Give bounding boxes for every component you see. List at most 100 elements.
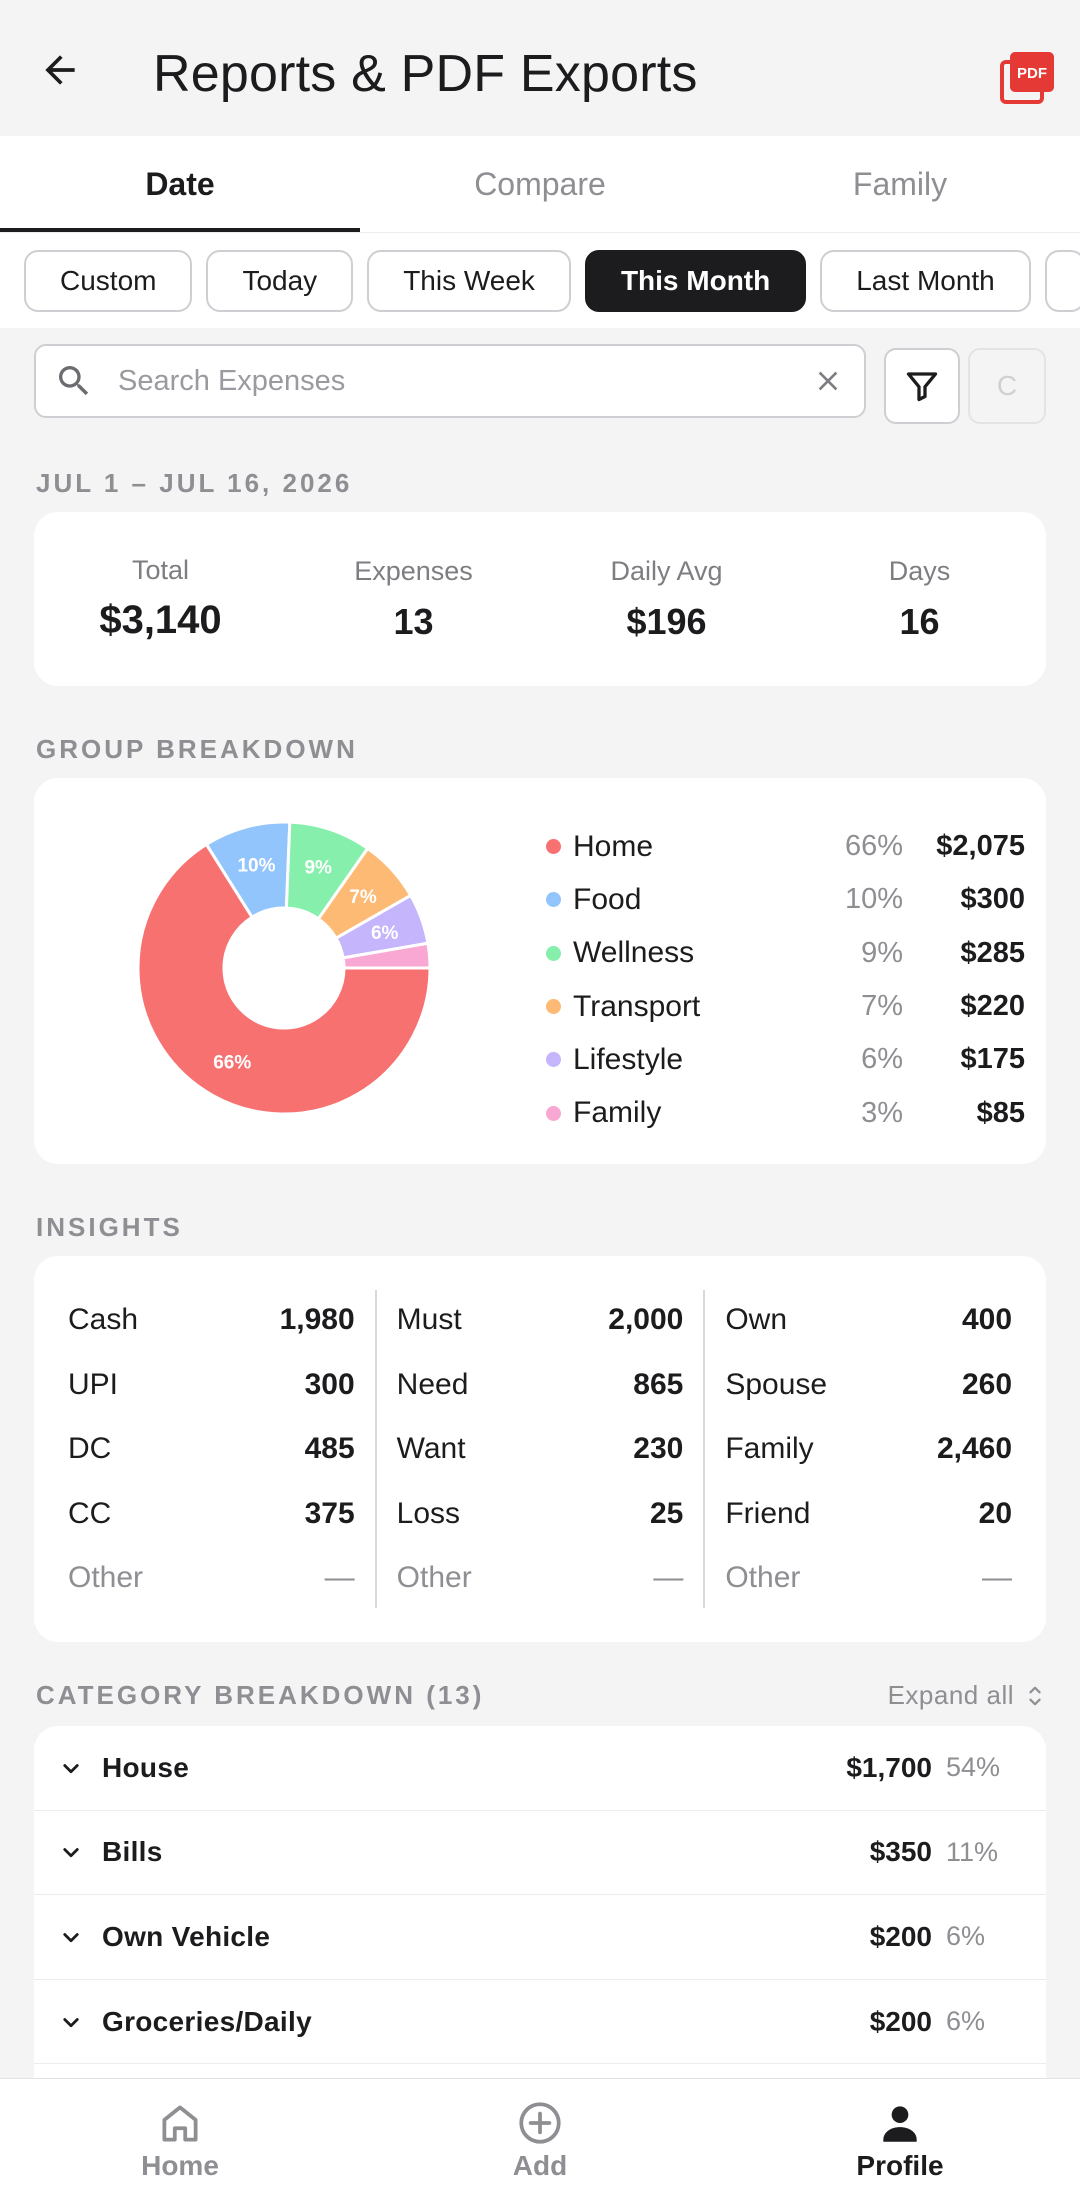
insight-row: Loss 25 [397,1484,684,1544]
nav-home-label: Home [141,2149,219,2181]
insights-card: Cash 1,980 UPI 300 DC 485 CC 375 Other — Must 2,000… [34,1256,1046,1642]
tab-compare[interactable]: Compare [474,165,606,202]
c-button[interactable]: C [968,348,1046,424]
pdf-export-button[interactable]: PDF [1000,50,1056,104]
back-button[interactable] [34,44,86,96]
category-row[interactable]: Groceries/Daily $200 6% [34,1980,1046,2065]
insight-row: Want 230 [397,1419,684,1479]
category-name: Own Vehicle [102,1920,271,1952]
category-amount: $200 [869,1920,932,1952]
legend-dot [546,945,561,961]
stat-expenses-value: 13 [393,600,434,642]
category-name: House [102,1751,190,1783]
insight-label: Loss [396,1496,461,1530]
legend-amount: $85 [976,1096,1025,1129]
nav-profile[interactable]: Profile [720,2079,1080,2200]
insight-row: Other — [397,1548,684,1608]
pie-slice-family [341,941,432,970]
insight-row: Need 865 [397,1355,684,1415]
insight-value: 400 [961,1303,1013,1336]
category-row[interactable]: Own Vehicle $200 6% [34,1895,1046,1980]
chip-custom[interactable]: Custom [24,249,193,312]
legend-amount: $220 [960,990,1025,1023]
stat-days: Days 16 [793,512,1046,686]
insight-label: Family [725,1432,814,1465]
insight-row: Family 2,460 [725,1419,1012,1479]
chip-overflow[interactable] [1044,249,1080,312]
stat-total-value: $3,140 [99,598,222,642]
stat-total-label: Total [131,555,190,585]
category-percent: 54% [946,1752,1001,1783]
category-percent: 6% [946,2006,986,2037]
category-amount: $1,700 [846,1751,932,1783]
insight-label: Other [725,1561,801,1594]
nav-home[interactable]: Home [0,2079,360,2200]
chip-today[interactable]: Today [206,249,354,312]
legend-percent: 10% [844,883,903,916]
legend-dot [546,892,561,908]
legend-item: Home 66% $2,075 [546,820,1046,873]
legend-dot [546,1052,561,1068]
group-breakdown-card: 66% 10% 9% 7% 6% Home 66% $2,075 Food 10% $300 Wel… [34,778,1046,1164]
stat-expenses: Expenses 13 [287,512,540,686]
nav-add-label: Add [512,2149,568,2181]
insight-row: Spouse 260 [725,1355,1012,1415]
category-header: CATEGORY BREAKDOWN (13) Expand all [36,1680,1046,1711]
legend-dot [546,999,561,1015]
insights-column: Own 400 Spouse 260 Family 2,460 Friend 20 Other — [725,1290,1012,1608]
insight-value: 25 [649,1496,684,1530]
insight-label: DC [68,1432,112,1465]
date-range-chips: Custom Today This Week This Month Last M… [0,232,1080,328]
arrow-left-icon [45,55,75,85]
legend-amount: $2,075 [936,830,1025,863]
insight-row: Other — [725,1548,1012,1608]
search-input[interactable] [118,364,812,398]
category-breakdown-label: CATEGORY BREAKDOWN (13) [36,1680,485,1710]
pie-slice-label: 66% [213,1053,251,1074]
category-row[interactable]: Bills $350 11% [34,1811,1046,1896]
nav-add[interactable]: Add [360,2079,720,2200]
insight-row: Cash 1,980 [68,1290,355,1350]
legend-item: Food 10% $300 [546,873,1046,926]
stat-daily-avg-value: $196 [626,600,707,642]
insight-value: 2,000 [608,1303,684,1336]
tab-family[interactable]: Family [852,165,948,202]
chip-this-month[interactable]: This Month [584,249,807,312]
chip-this-week[interactable]: This Week [367,249,571,312]
add-circle-icon [519,2101,561,2144]
chevron-down-icon [63,2017,79,2027]
legend-percent: 6% [861,1043,903,1076]
insight-row: CC 375 [68,1484,355,1544]
insights-label: INSIGHTS [36,1212,183,1242]
group-breakdown-label: GROUP BREAKDOWN [36,734,358,764]
search-icon [59,366,89,396]
legend-item: Family 3% $85 [546,1086,1046,1139]
legend-amount: $175 [960,1043,1025,1076]
group-legend: Home 66% $2,075 Food 10% $300 Wellness 9% $285 Tr… [546,820,1046,1140]
legend-amount: $285 [960,936,1025,969]
pie-slice-label: 10% [237,856,275,877]
chevron-down-icon [63,1848,79,1858]
close-icon[interactable] [812,365,844,397]
legend-percent: 9% [861,936,903,969]
filter-button[interactable] [884,348,960,424]
stat-days-value: 16 [899,600,940,642]
stat-total: Total $3,140 [34,512,287,686]
legend-item: Lifestyle 6% $175 [546,1033,1046,1086]
insight-value: — [653,1561,684,1594]
tab-date[interactable]: Date [0,136,360,232]
insight-label: Other [396,1561,472,1594]
legend-name: Food [573,882,642,916]
insights-column: Cash 1,980 UPI 300 DC 485 CC 375 Other — [68,1290,355,1608]
category-row[interactable]: House $1,700 54% [34,1726,1046,1811]
insight-label: Friend [725,1496,811,1530]
insight-row: Must 2,000 [397,1290,684,1350]
insight-label: Spouse [725,1367,828,1401]
expand-all-button[interactable]: Expand all [888,1680,1046,1711]
chevron-down-icon [63,1933,79,1943]
chip-last-month[interactable]: Last Month [820,249,1031,312]
pie-slice-label: 9% [304,858,332,879]
legend-dot [546,839,561,855]
person-icon [883,2105,917,2142]
legend-percent: 3% [861,1096,903,1129]
